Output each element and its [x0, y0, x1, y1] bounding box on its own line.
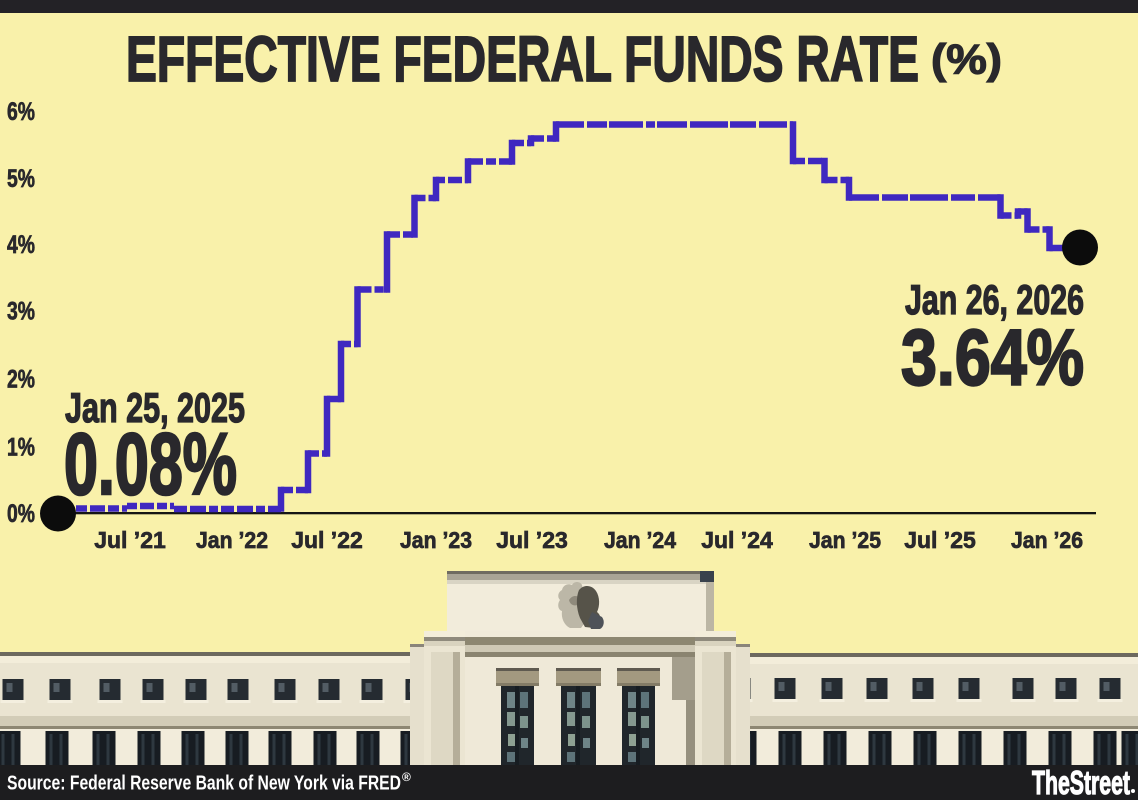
svg-text:5%: 5%: [7, 165, 35, 193]
svg-text:Jul ’21: Jul ’21: [94, 527, 166, 553]
svg-text:Jan 25, 2025: Jan 25, 2025: [65, 384, 245, 431]
svg-text:Jan ’24: Jan ’24: [604, 527, 676, 553]
svg-text:Jul ’24: Jul ’24: [701, 527, 773, 553]
svg-text:Jul ’25: Jul ’25: [904, 527, 976, 553]
svg-text:0.08%: 0.08%: [64, 416, 237, 513]
svg-text:Jul ’22: Jul ’22: [291, 527, 363, 553]
svg-text:(%): (%): [931, 36, 1002, 83]
svg-text:TheStreet: TheStreet: [1032, 764, 1130, 800]
svg-text:Jan 26, 2026: Jan 26, 2026: [905, 276, 1084, 323]
svg-text:Jan ’25: Jan ’25: [809, 527, 881, 553]
svg-text:Jan ’23: Jan ’23: [400, 527, 472, 553]
svg-text:4%: 4%: [7, 231, 35, 259]
svg-text:3.64%: 3.64%: [901, 313, 1084, 402]
svg-text:Source: Federal Reserve Bank o: Source: Federal Reserve Bank of New York…: [7, 773, 401, 795]
svg-text:EFFECTIVE FEDERAL FUNDS RATE: EFFECTIVE FEDERAL FUNDS RATE: [126, 23, 919, 95]
svg-text:3%: 3%: [7, 298, 35, 326]
svg-text:0%: 0%: [7, 500, 35, 528]
svg-text:1%: 1%: [7, 434, 35, 462]
svg-text:2%: 2%: [7, 366, 35, 394]
svg-text:6%: 6%: [7, 98, 35, 126]
svg-text:®: ®: [402, 770, 411, 784]
svg-text:Jul ’23: Jul ’23: [496, 527, 568, 553]
svg-text:Jan ’22: Jan ’22: [196, 527, 268, 553]
svg-text:Jan ’26: Jan ’26: [1011, 527, 1083, 553]
